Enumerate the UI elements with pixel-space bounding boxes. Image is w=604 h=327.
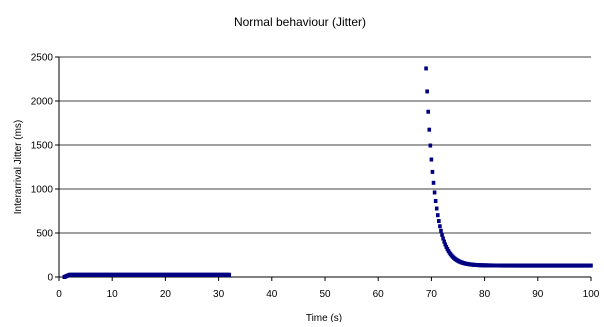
data-point: [427, 127, 432, 132]
data-point: [434, 206, 439, 211]
x-tick-labels: 0 10 20 30 40 50 60 70 80 90 100: [56, 289, 600, 300]
data-point: [438, 224, 442, 229]
y-tick-labels: 0 500 1000 1500 2000 2500: [31, 53, 54, 284]
data-point: [432, 190, 437, 195]
data-point: [435, 213, 440, 218]
x-tick-label: 0: [56, 289, 62, 300]
data-point: [430, 169, 435, 174]
x-tick-label: 10: [107, 289, 119, 300]
y-tick-label: 1000: [31, 185, 54, 196]
x-tick-label: 70: [426, 289, 438, 300]
data-point: [429, 157, 434, 162]
gridlines: [55, 56, 591, 278]
data-point: [444, 244, 449, 249]
y-tick-label: 500: [36, 229, 53, 240]
data-point: [426, 109, 431, 114]
x-tick-label: 40: [266, 289, 278, 300]
data-point: [442, 239, 446, 244]
data-point: [443, 242, 448, 247]
data-point: [589, 263, 593, 268]
data-point: [433, 198, 438, 203]
data-point: [439, 228, 443, 233]
data-point: [441, 236, 445, 241]
x-tick-label: 90: [532, 289, 544, 300]
chart-title: Normal behaviour (Jitter): [234, 15, 366, 29]
y-tick-label: 2500: [31, 53, 54, 64]
data-point: [431, 180, 436, 185]
x-axis-label: Time (s): [306, 313, 342, 322]
x-tick-label: 100: [583, 289, 600, 300]
x-tick-label: 20: [160, 289, 172, 300]
data-point: [437, 219, 441, 224]
x-tick-label: 60: [373, 289, 385, 300]
data-point: [428, 143, 433, 148]
y-tick-label: 1500: [31, 141, 54, 152]
x-tick-label: 50: [319, 289, 331, 300]
data-points: [62, 66, 593, 279]
y-tick-label: 2000: [31, 97, 54, 108]
data-point: [424, 66, 428, 71]
y-tick-label: 0: [47, 273, 53, 284]
data-point: [425, 89, 429, 94]
x-tick-label: 80: [479, 289, 491, 300]
data-point: [440, 232, 444, 237]
y-axis-label: Interarrival Jitter (ms): [13, 120, 24, 214]
axes: [58, 57, 592, 281]
x-tick-label: 30: [213, 289, 225, 300]
data-point: [227, 272, 232, 277]
